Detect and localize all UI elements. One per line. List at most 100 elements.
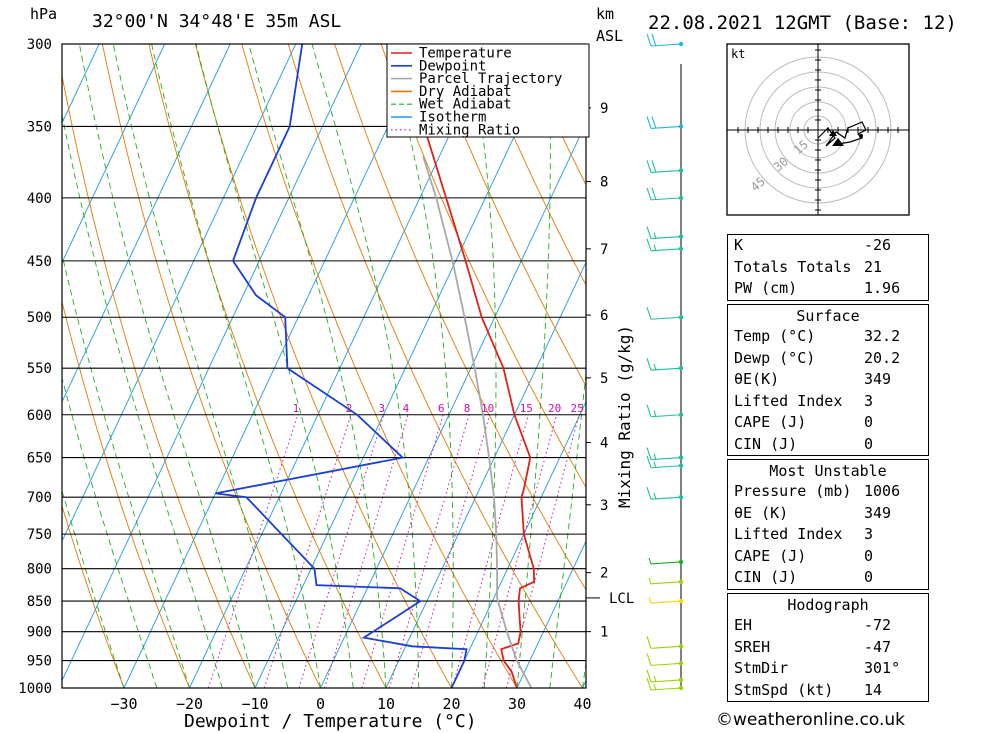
legend-entry-label: Wet Adiabat xyxy=(419,97,512,113)
wind-barb-column xyxy=(646,33,684,691)
table-row: StmSpd (kt) 14 xyxy=(734,680,883,699)
temperature-tick-label: 40 xyxy=(573,695,591,713)
wind-barb-dot xyxy=(678,315,684,320)
wind-barb-half-flag xyxy=(653,461,657,468)
index-row-k: K -26 xyxy=(734,236,892,254)
x-axis-label: Dewpoint / Temperature (°C) xyxy=(184,711,477,732)
wind-barb xyxy=(648,577,684,585)
wind-barb-half-flag xyxy=(653,493,657,500)
table-row: Lifted Index 3 xyxy=(734,391,874,410)
wind-barb-flag xyxy=(646,677,652,691)
table-row: Temp (°C) 32.2 xyxy=(734,327,901,345)
wind-barb-dot xyxy=(678,412,684,417)
wind-barb-flag xyxy=(646,653,652,666)
pressure-tick-label: 400 xyxy=(27,191,52,207)
table-row: Dewp (°C) 20.2 xyxy=(734,348,901,367)
wind-barb-flag xyxy=(646,636,652,649)
wind-barb-flag xyxy=(646,447,652,460)
table-row: SREH -47 xyxy=(734,637,892,656)
wet-adiabat-line xyxy=(468,44,497,688)
mixing-ratio-label: 2 xyxy=(346,402,353,415)
isotherm-line xyxy=(62,44,166,264)
wind-barb-half-flag xyxy=(648,596,652,604)
wet-adiabat-line xyxy=(78,44,256,688)
wet-adiabat-line xyxy=(195,44,354,688)
legend-entry-label: Isotherm xyxy=(419,110,486,126)
surface-title: Surface xyxy=(796,307,860,325)
mixing-ratio-label: 25 xyxy=(570,402,583,415)
wind-barb-flag xyxy=(646,404,652,417)
hodograph-table: Hodograph EH -72 SREH -47 StmDir 301° StmSp… xyxy=(727,593,929,702)
wind-barb xyxy=(646,226,684,240)
legend-entry-label: Mixing Ratio xyxy=(419,122,520,138)
hodograph-unit-label: kt xyxy=(731,47,745,61)
wind-barb-shaft xyxy=(650,600,682,604)
wind-barb-flag xyxy=(646,33,652,47)
parcel-trajectory-line xyxy=(422,155,533,688)
pressure-tick-label: 550 xyxy=(27,361,52,377)
wind-barb-flag xyxy=(646,160,652,173)
legend-entry-label: Dry Adiabat xyxy=(419,84,512,100)
most-unstable-table: Most Unstable Pressure (mb) 1006 θE (K) 34… xyxy=(727,459,929,590)
dry-adiabat-line xyxy=(194,44,452,688)
dewpoint-line xyxy=(215,44,468,688)
wet-adiabat-line xyxy=(151,44,321,688)
wind-barb-shaft xyxy=(650,645,682,649)
pressure-tick-labels: 300 350 400 450 500 550 600 650 700 750 800 850 900 9… xyxy=(18,37,52,697)
wind-barb-flag xyxy=(646,116,652,129)
surface-table: Surface Temp (°C) 32.2 Dewp (°C) 20.2 θE(K… xyxy=(727,304,929,456)
wet-adiabat-line xyxy=(311,44,420,688)
index-row-pw: PW (cm) 1.96 xyxy=(734,279,901,297)
wind-barb-dot xyxy=(678,463,684,468)
table-row: StmDir 301° xyxy=(734,659,901,677)
pressure-tick-label: 1000 xyxy=(18,681,52,697)
wind-barb-flag xyxy=(651,187,657,201)
indices-top-table: K -26 Totals Totals 21 PW (cm) 1.96 xyxy=(727,234,929,301)
isotherm-line xyxy=(62,44,362,682)
wind-barb-flag xyxy=(646,238,652,252)
wet-adiabat-line xyxy=(112,44,289,688)
dry-adiabat-line xyxy=(427,44,586,387)
km-tick-label: 3 xyxy=(600,498,608,514)
table-row: CIN (J) 0 xyxy=(734,434,874,453)
km-tick-label: 4 xyxy=(600,436,608,452)
wind-barb xyxy=(648,557,684,565)
temperature-tick-label: −30 xyxy=(110,695,137,713)
pressure-tick-label: 850 xyxy=(27,594,52,610)
wind-barb-half-flag xyxy=(653,675,657,683)
wind-barb-flag xyxy=(646,455,652,468)
mixing-ratio-label: 6 xyxy=(438,402,445,415)
table-row: Lifted Index 3 xyxy=(734,525,874,543)
mixing-ratio-label: 1 xyxy=(293,402,300,415)
wind-barb-half-flag xyxy=(653,410,657,417)
isotherm-line xyxy=(516,540,586,688)
most-unstable-title: Most Unstable xyxy=(769,462,887,480)
wind-barb xyxy=(646,636,684,649)
mixing-ratio-line xyxy=(207,414,299,688)
mixing-ratio-line xyxy=(451,414,529,688)
wind-barb xyxy=(646,116,684,130)
km-tick-label: 2 xyxy=(600,566,608,582)
pressure-tick-label: 300 xyxy=(27,37,52,53)
plot-frame xyxy=(61,43,587,689)
km-tick-label: 5 xyxy=(600,371,608,387)
wind-barb-shaft xyxy=(650,561,682,565)
credit-link[interactable]: ©weatheronline.co.uk xyxy=(716,710,906,730)
isotherm-line xyxy=(123,44,428,688)
table-row: θE(K) 349 xyxy=(734,370,892,388)
km-tick-label: 6 xyxy=(600,308,608,324)
wind-barb-flag xyxy=(646,226,652,239)
wind-barb xyxy=(648,596,684,604)
pressure-tick-label: 950 xyxy=(27,654,52,670)
wind-barb xyxy=(646,669,684,683)
mixing-ratio-label: 3 xyxy=(378,402,385,415)
temperature-line xyxy=(423,126,536,688)
wind-barb-shaft xyxy=(650,662,682,666)
storm-motion-marker xyxy=(832,138,844,146)
table-row: CAPE (J) 0 xyxy=(734,413,874,431)
isotherm-line xyxy=(189,44,493,688)
wind-barb xyxy=(646,447,684,461)
isotherm-line xyxy=(320,122,586,688)
km-tick-label: 1 xyxy=(600,625,608,641)
isotherm-line xyxy=(385,261,586,688)
